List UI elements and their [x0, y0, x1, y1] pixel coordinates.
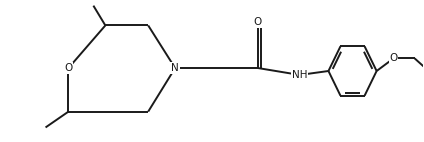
Text: NH: NH	[292, 70, 307, 80]
Text: O: O	[254, 17, 262, 28]
Text: O: O	[389, 53, 398, 63]
Text: N: N	[171, 63, 179, 73]
Text: O: O	[64, 63, 73, 73]
